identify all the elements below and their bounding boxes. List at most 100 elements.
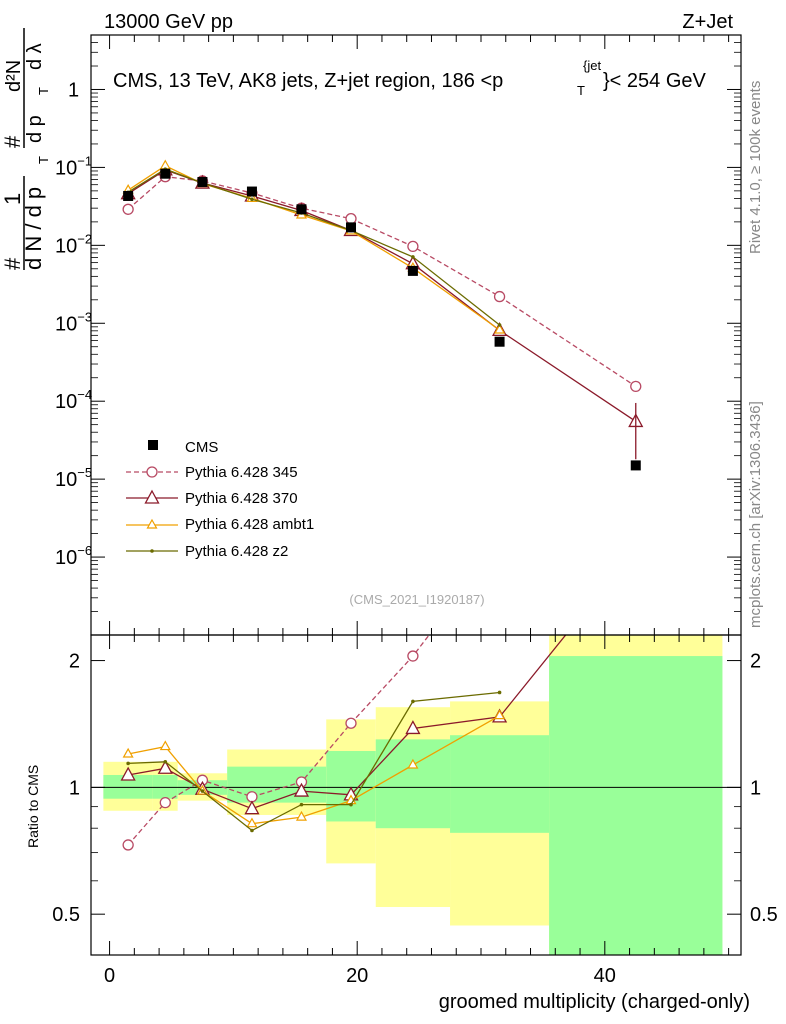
ytick-label-3: 10−3 <box>55 309 92 335</box>
main-title-sub: T <box>577 83 585 98</box>
ratio-ytick-label-1: 1 <box>69 777 80 799</box>
band-group <box>91 635 741 955</box>
ratio-point-z2-1 <box>163 760 168 764</box>
ratio-ytick-label-2: 2 <box>69 651 80 673</box>
legend-marker-z2 <box>150 549 154 553</box>
ratio-line-z2 <box>128 691 500 832</box>
ratio-point-p370-1 <box>157 759 173 774</box>
ratio-series-group <box>120 635 567 851</box>
ytick-label-2: 10−2 <box>55 231 92 257</box>
axes: 1 10−1 10−2 10−3 10−4 10−5 10−6 0 20 40 0.5 0.5 1 1 2 2 <box>52 34 778 987</box>
point-z2-7 <box>497 323 502 327</box>
ratio-point-p370-6 <box>405 720 421 735</box>
line-z2 <box>127 168 501 326</box>
header-right: Z+Jet <box>682 11 733 33</box>
ratio-line-p345 <box>127 635 430 846</box>
series-p370 <box>120 161 644 428</box>
xtick-label-0: 0 <box>104 965 115 987</box>
main-title-prefix: CMS, 13 TeV, AK8 jets, Z+jet region, 186… <box>113 70 503 92</box>
watermark: (CMS_2021_I1920187) <box>349 592 484 607</box>
green-band-0 <box>103 774 153 799</box>
point-p345-6 <box>407 240 419 253</box>
green-band-3 <box>227 766 327 803</box>
ratio-point-p345-6 <box>407 650 419 662</box>
ratio-point-z2-6 <box>411 699 415 704</box>
series-z2 <box>126 167 502 327</box>
series-cms <box>123 168 641 471</box>
x-axis-label: groomed multiplicity (charged-only) <box>439 991 750 1013</box>
ratio-point-ambt1-7 <box>494 709 506 720</box>
ratio-point-ambt1-4 <box>295 810 308 821</box>
ratio-point-z2-5 <box>349 802 353 807</box>
ratio-ytick-label-right-1: 1 <box>750 777 761 799</box>
ratio-ytick-label-right-2: 2 <box>750 651 761 673</box>
point-cms-8 <box>630 460 641 471</box>
ylabel-den-1: d N / d p <box>21 187 46 270</box>
ratio-ytick-label-0: 0.5 <box>52 904 80 926</box>
legend-marker-cms <box>148 440 158 450</box>
ratio-point-p370-3 <box>244 800 260 815</box>
ratio-point-z2-7 <box>497 690 502 695</box>
mcplots-label: mcplots.cern.ch [arXiv:1306.3436] <box>747 401 764 628</box>
ratio-point-ambt1-3 <box>246 817 258 828</box>
ratio-ytick-label-right-0: 0.5 <box>750 904 778 926</box>
rivet-label: Rivet 4.1.0, ≥ 100k events <box>747 81 764 254</box>
ratio-frame <box>90 634 742 956</box>
point-cms-5 <box>346 222 356 233</box>
green-band-4 <box>326 750 376 822</box>
green-band-5 <box>375 739 451 829</box>
point-z2-6 <box>411 255 415 259</box>
line-p370 <box>127 169 637 422</box>
legend-label-ambt1: Pythia 6.428 ambt1 <box>185 516 314 533</box>
ratio-point-ambt1-1 <box>159 740 171 751</box>
legend-marker-p345 <box>146 466 158 478</box>
legend-label-z2: Pythia 6.428 z2 <box>185 543 288 560</box>
main-plot-data <box>120 159 644 471</box>
series-p345 <box>122 171 642 393</box>
ratio-point-z2-4 <box>299 802 304 807</box>
point-p345-7 <box>493 290 506 303</box>
point-p345-0 <box>122 203 134 215</box>
main-title-suffix: }< 254 GeV <box>603 70 707 92</box>
legend-label-cms: CMS <box>185 439 218 456</box>
ylabel-hash-2: # <box>0 135 25 148</box>
ylabel-num-2: d²N <box>3 60 25 92</box>
ratio-bands <box>91 635 741 955</box>
legend-marker-p370 <box>144 489 160 504</box>
ratio-point-z2-2 <box>200 789 205 793</box>
xtick-label-2: 40 <box>594 965 616 987</box>
line-ambt1 <box>127 165 500 331</box>
ratio-point-p345-5 <box>345 717 357 729</box>
ylabel-den-2: d p <box>24 115 46 143</box>
point-ambt1-7 <box>494 323 506 334</box>
legend-label-p370: Pythia 6.428 370 <box>185 490 298 507</box>
ratio-line-ambt1 <box>127 715 500 825</box>
ylabel-num-1: 1 <box>0 193 25 205</box>
ytick-label-6: 10−6 <box>55 543 92 569</box>
point-cms-0 <box>123 190 134 201</box>
ratio-point-ambt1-0 <box>122 747 134 758</box>
ytick-label-4: 10−4 <box>55 387 92 413</box>
ratio-y-axis-label: Ratio to CMS <box>25 765 41 848</box>
ylabel-hash-1: # <box>0 257 25 270</box>
ytick-label-0: 1 <box>68 79 79 101</box>
ytick-label-1: 10−1 <box>55 153 92 179</box>
ylabel-dlambda: d λ <box>24 43 46 70</box>
point-cms-6 <box>407 265 418 276</box>
ytick-label-5: 10−5 <box>55 465 92 491</box>
ratio-point-z2-0 <box>126 761 130 766</box>
point-z2-3 <box>250 197 254 202</box>
ratio-point-ambt1-6 <box>407 758 419 769</box>
main-y-axis-label: # 1 d N / d p T # d²N d p T d λ <box>0 28 51 270</box>
point-cms-3 <box>246 186 257 197</box>
xtick-label-1: 20 <box>346 965 368 987</box>
point-p345-8 <box>630 380 642 393</box>
ratio-point-p345-3 <box>246 791 258 803</box>
ratio-point-p345-0 <box>122 839 134 851</box>
legend: CMS Pythia 6.428 345 Pythia 6.428 370 Py… <box>126 439 314 560</box>
point-cms-7 <box>494 336 505 347</box>
green-band-7 <box>549 656 723 955</box>
ratio-plot-data <box>120 635 567 851</box>
green-band-1 <box>152 774 178 799</box>
